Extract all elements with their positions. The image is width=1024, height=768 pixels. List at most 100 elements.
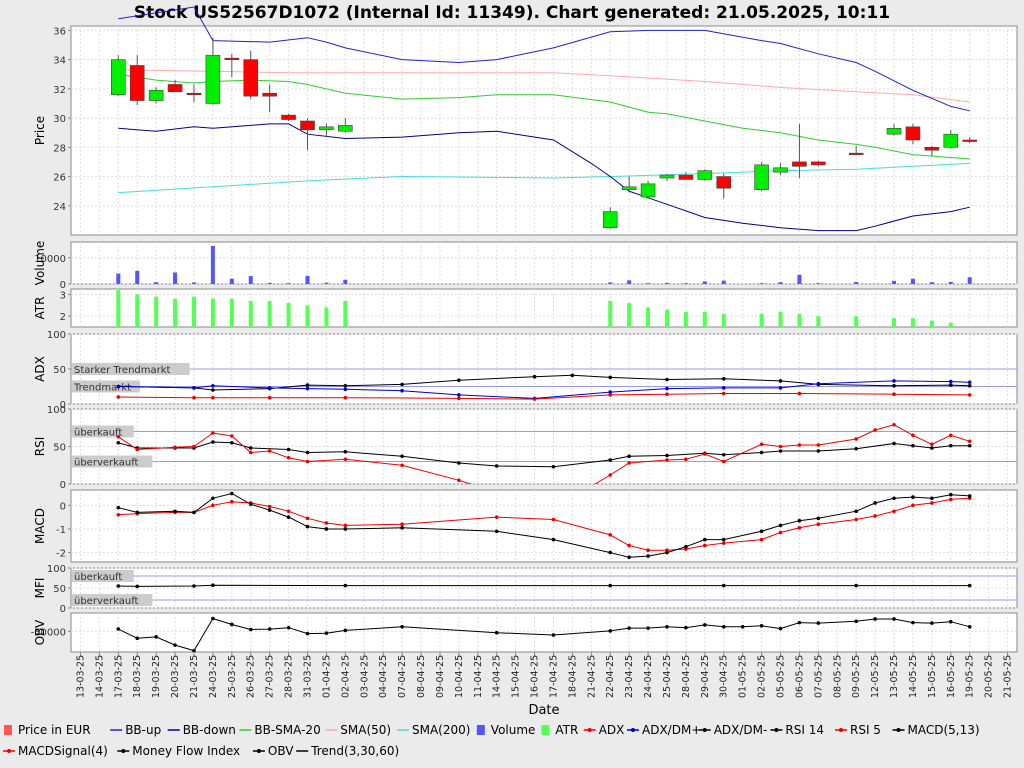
- price-tick-label: 32: [53, 85, 66, 96]
- volume-bar: [646, 283, 651, 284]
- macd-signal-point: [778, 530, 783, 535]
- macd-point: [305, 524, 310, 529]
- date-tick-label: 27-03-25: [265, 655, 276, 698]
- obv-point: [608, 629, 613, 633]
- macd-signal-point: [286, 509, 291, 514]
- candle-body: [886, 128, 902, 135]
- rsi14-point: [967, 443, 972, 448]
- rsi14-point: [230, 440, 234, 445]
- date-tick-label: 19-03-25: [151, 655, 162, 698]
- macd-point: [816, 516, 821, 521]
- macd-point: [721, 537, 726, 542]
- macd-point: [778, 523, 783, 528]
- mfi-tick-label: 0: [60, 604, 66, 615]
- date-tick-label: 09-04-25: [435, 655, 446, 698]
- macd-signal-point: [892, 509, 896, 514]
- atr-bar: [797, 313, 802, 327]
- atr-bar: [286, 303, 291, 327]
- adx-dm-minus-line: [118, 374, 970, 391]
- adx-dm-plus-point: [721, 386, 726, 390]
- atr-bar: [191, 296, 196, 327]
- rsi-tick-label: 0: [60, 480, 66, 491]
- atr-bar: [173, 298, 178, 327]
- volume-bar: [778, 282, 783, 284]
- mfi-point: [211, 583, 215, 587]
- rsi14-point: [286, 447, 291, 452]
- mfi-point: [343, 583, 348, 588]
- date-tick-label: 01-04-25: [321, 655, 332, 698]
- candle-body: [224, 57, 240, 60]
- date-tick-label: 18-03-25: [132, 655, 143, 698]
- legend-label: BB-up: [125, 723, 161, 737]
- candle-body: [697, 170, 713, 180]
- legend-label: BB-down: [183, 723, 236, 737]
- price-plot-area: [70, 25, 1018, 236]
- volume-y-axis-label: Volume: [33, 241, 47, 286]
- date-tick-label: 16-04-25: [530, 655, 541, 698]
- date-tick-label: 09-05-25: [851, 655, 862, 698]
- adx-level-label-bg: [72, 363, 190, 375]
- candle-body: [338, 125, 353, 132]
- rsi5-point: [400, 463, 404, 468]
- adx-point: [892, 392, 896, 397]
- date-tick-label: 25-03-25: [227, 655, 238, 698]
- rsi-level-label: überkauft: [74, 428, 122, 439]
- rsi14-point: [400, 454, 404, 459]
- adx-dm-minus-point: [211, 388, 215, 392]
- volume-bar: [948, 281, 953, 284]
- rsi14-point: [892, 441, 896, 446]
- date-tick-label: 14-03-25: [94, 655, 105, 698]
- macd-point: [135, 510, 140, 515]
- panel-atr: 2 3 ATR: [33, 288, 1018, 328]
- volume-bar: [816, 283, 821, 284]
- volume-bar: [627, 280, 632, 284]
- adx-dm-minus-point: [721, 377, 726, 381]
- macd-signal-point: [627, 543, 631, 548]
- date-tick-label: 23-04-25: [624, 655, 635, 698]
- rsi-series: [116, 422, 972, 484]
- macd-point: [646, 554, 650, 558]
- macd-signal-point: [324, 521, 329, 525]
- adx-dm-plus-point: [457, 393, 461, 397]
- legend-item: Trend(3,30,60): [296, 744, 399, 758]
- adx-dm-minus-point: [400, 382, 404, 387]
- legend-label: MACDSignal(4): [18, 744, 108, 758]
- macd-point: [230, 491, 234, 496]
- volume-bar: [721, 280, 726, 284]
- atr-bar: [759, 313, 764, 327]
- candle-body: [129, 65, 145, 101]
- candle-body: [640, 183, 656, 198]
- adx-dm-plus-point: [665, 386, 669, 391]
- legend-item: MACD(5,13): [892, 723, 980, 737]
- mfi-point: [721, 583, 726, 588]
- adx-point: [967, 393, 972, 397]
- obv-point: [797, 620, 802, 625]
- date-tick-label: 14-04-25: [492, 655, 503, 698]
- macd-point: [703, 537, 707, 542]
- obv-point: [211, 616, 215, 621]
- adx-point: [116, 395, 121, 399]
- rsi-tick-label: 100: [47, 405, 66, 416]
- price-y-axis-label: Price: [33, 116, 47, 145]
- atr-y-axis-label: ATR: [33, 297, 47, 320]
- legend-label: RSI 5: [850, 723, 881, 737]
- panel-macd: -2 -1 0 MACD: [33, 489, 1018, 563]
- date-tick-label: 05-05-25: [776, 655, 787, 698]
- obv-point: [646, 626, 650, 630]
- volume-bar: [154, 282, 159, 284]
- volume-bar: [343, 279, 348, 284]
- legend-label: OBV: [268, 744, 294, 758]
- volume-bar: [967, 277, 972, 284]
- adx-dm-plus-point: [608, 390, 613, 394]
- macd-point: [911, 495, 915, 499]
- mfi-point: [116, 584, 121, 588]
- macd-point: [116, 505, 121, 510]
- macd-signal-point: [116, 512, 121, 517]
- macd-signal-point: [305, 516, 310, 521]
- rsi-level-label-bg: [72, 455, 153, 468]
- macd-point: [608, 550, 613, 555]
- price-tick-label: 24: [53, 202, 66, 213]
- macd-signal-point: [267, 504, 272, 509]
- volume-bar: [892, 280, 897, 284]
- candle-body: [205, 54, 221, 104]
